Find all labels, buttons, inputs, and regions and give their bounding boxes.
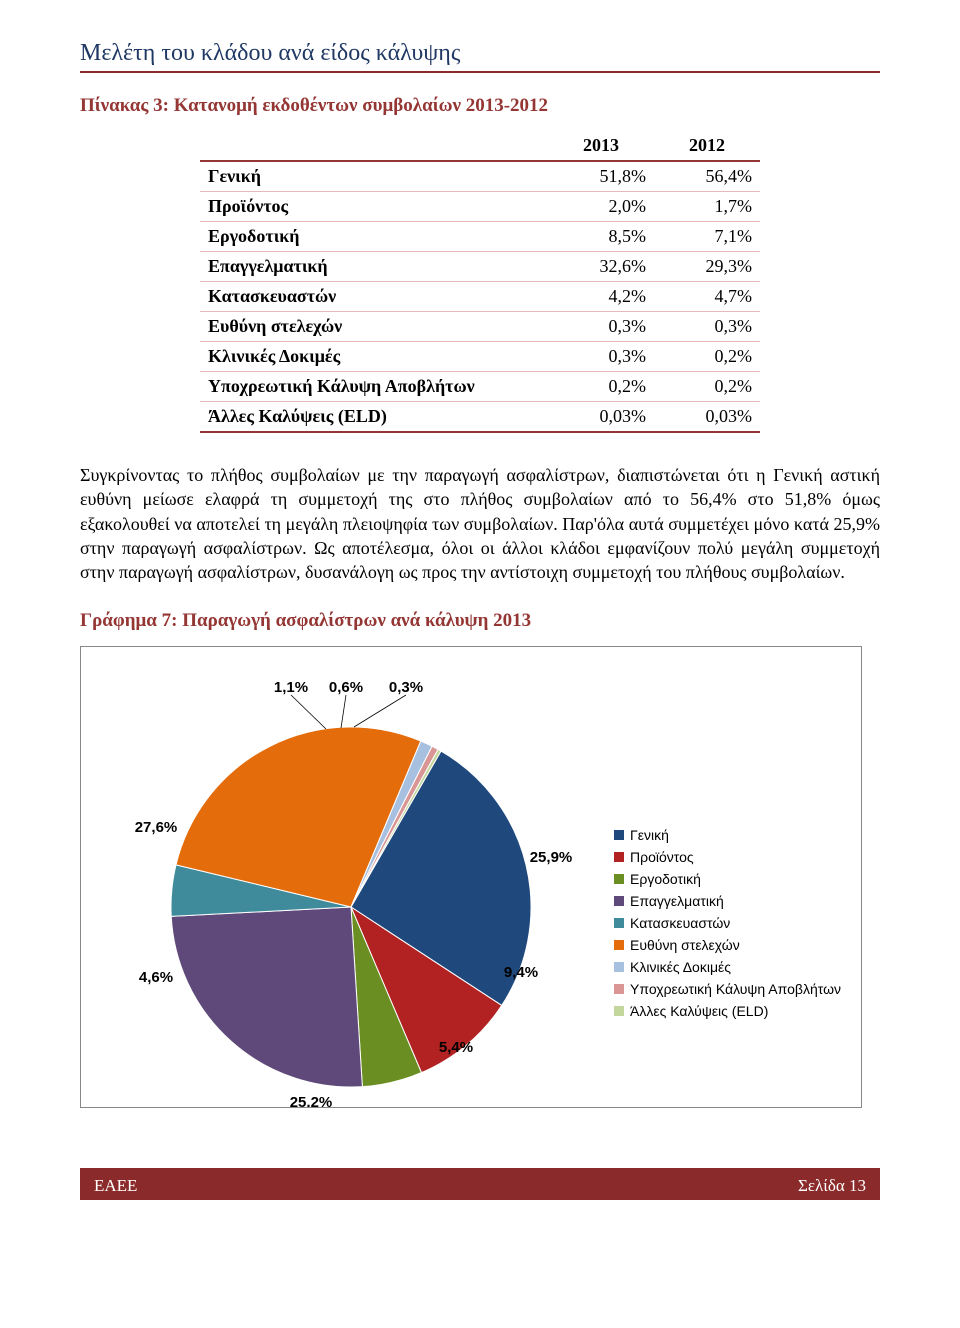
legend-item: Ευθύνη στελεχών [614, 937, 841, 953]
col-2012: 2012 [654, 131, 760, 161]
legend-item: Γενική [614, 827, 841, 843]
col-2013: 2013 [548, 131, 654, 161]
legend-item: Επαγγελματική [614, 893, 841, 909]
slice-label: 9,4% [504, 964, 538, 981]
slice-label: 5,4% [439, 1039, 473, 1056]
table-row: Γενική51,8%56,4% [200, 161, 760, 192]
chart-caption: Γράφημα 7: Παραγωγή ασφαλίστρων ανά κάλυ… [80, 610, 880, 632]
table-row: Ευθύνη στελεχών0,3%0,3% [200, 312, 760, 342]
table-row: Κατασκευαστών4,2%4,7% [200, 282, 760, 312]
legend-item: Εργοδοτική [614, 871, 841, 887]
page-footer: ΕΑΕΕ Σελίδα 13 [80, 1168, 880, 1200]
data-table: 2013 2012 Γενική51,8%56,4%Προϊόντος2,0%1… [200, 131, 760, 433]
slice-label: 27,6% [135, 819, 178, 836]
pie-slice [171, 907, 362, 1087]
table-caption: Πίνακας 3: Κατανομή εκδοθέντων συμβολαίω… [80, 95, 880, 117]
chart-legend: Γενική Προϊόντος Εργοδοτική Επαγγελματική Κα… [614, 827, 841, 1025]
table-row: Κλινικές Δοκιμές0,3%0,2% [200, 342, 760, 372]
table-row: Άλλες Καλύψεις (ELD)0,03%0,03% [200, 402, 760, 433]
slice-label: 25,2% [290, 1094, 333, 1107]
slice-label: 4,6% [139, 969, 173, 986]
slice-label: 25,9% [530, 849, 573, 866]
slice-label: 0,6% [329, 679, 363, 696]
legend-item: Κατασκευαστών [614, 915, 841, 931]
footer-left: ΕΑΕΕ [94, 1176, 137, 1196]
slice-label: 1,1% [274, 679, 308, 696]
pie-chart: 25,9%9,4%5,4%25,2%4,6%27,6%1,1%0,6%0,3% … [80, 646, 862, 1108]
legend-item: Κλινικές Δοκιμές [614, 959, 841, 975]
table-row: Εργοδοτική8,5%7,1% [200, 222, 760, 252]
page-title: Μελέτη του κλάδου ανά είδος κάλυψης [80, 40, 880, 73]
footer-right: Σελίδα 13 [798, 1176, 866, 1196]
table-row: Υποχρεωτική Κάλυψη Αποβλήτων0,2%0,2% [200, 372, 760, 402]
legend-item: Υποχρεωτική Κάλυψη Αποβλήτων [614, 981, 841, 997]
legend-item: Προϊόντος [614, 849, 841, 865]
table-row: Προϊόντος2,0%1,7% [200, 192, 760, 222]
slice-label: 0,3% [389, 679, 423, 696]
legend-item: Άλλες Καλύψεις (ELD) [614, 1003, 841, 1019]
table-row: Επαγγελματική32,6%29,3% [200, 252, 760, 282]
body-paragraph: Συγκρίνοντας το πλήθος συμβολαίων με την… [80, 463, 880, 584]
